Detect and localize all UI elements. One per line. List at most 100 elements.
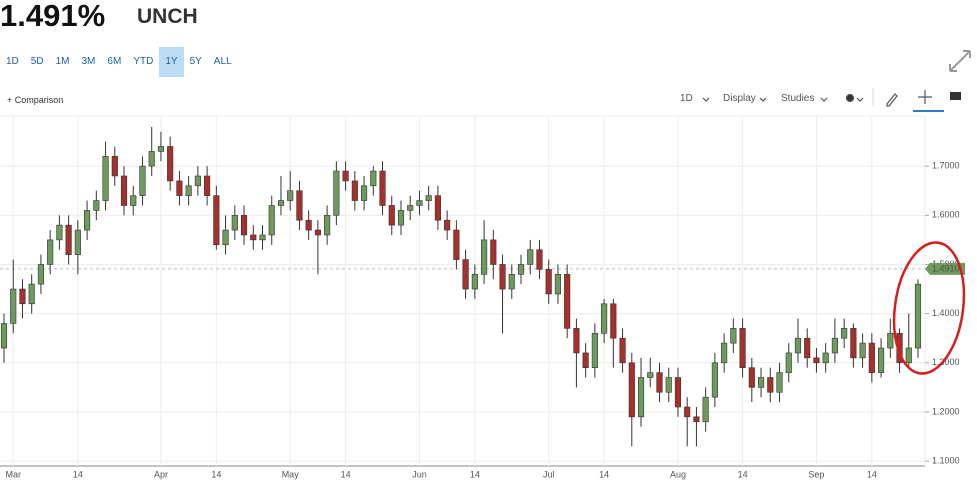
candle-body <box>56 224 63 241</box>
x-tick-label: 14 <box>211 469 221 479</box>
candle-body <box>333 170 340 216</box>
range-button[interactable]: YTD <box>133 56 154 67</box>
x-tick-label: 14 <box>341 469 351 479</box>
range-button[interactable]: 1M <box>55 56 70 67</box>
candle-body <box>859 342 866 359</box>
candle-body <box>850 328 857 359</box>
candle-body <box>425 195 432 201</box>
candle-body <box>0 323 8 349</box>
candle-body <box>813 357 820 364</box>
candle-body <box>601 303 608 334</box>
candle-body <box>277 200 285 206</box>
candle-body <box>767 377 774 393</box>
candle-body <box>28 283 35 305</box>
y-tick-label: 1.3000 <box>932 357 960 367</box>
candle-body <box>499 264 506 290</box>
candle-body <box>711 362 718 398</box>
candle-body <box>757 377 765 388</box>
candle-body <box>582 352 589 368</box>
candle-body <box>508 273 515 290</box>
y-tick-label: 1.7000 <box>932 161 960 171</box>
comparison-button[interactable]: + Comparison <box>7 95 64 105</box>
x-tick-label: Apr <box>154 469 168 479</box>
candle-body <box>887 332 894 349</box>
candle-body <box>434 195 441 221</box>
x-tick-label: 14 <box>470 469 480 479</box>
candle-body <box>250 234 257 241</box>
x-tick-label: Jul <box>543 469 555 479</box>
candle-body <box>397 210 405 226</box>
interval-button[interactable]: 1D <box>680 93 693 104</box>
last-price-label: 1.4910 <box>932 263 960 273</box>
range-button[interactable]: ALL <box>213 56 232 67</box>
candle-body <box>444 219 451 231</box>
candle-body <box>10 288 17 324</box>
candle-body <box>831 337 838 354</box>
candle-body <box>905 347 912 364</box>
candle-body <box>517 264 525 275</box>
candle-body <box>471 273 478 290</box>
candle-body <box>157 146 165 152</box>
candle-body <box>379 170 386 206</box>
candle-body <box>231 215 238 231</box>
candle-body <box>213 195 220 246</box>
candle-body <box>564 273 571 329</box>
candle-body <box>721 342 728 364</box>
display-button[interactable]: Display <box>723 93 756 104</box>
candle-body <box>665 377 672 393</box>
candle-body <box>453 229 460 260</box>
candle-body <box>130 195 137 206</box>
last-price-tag <box>925 262 965 275</box>
candle-body <box>730 328 737 344</box>
change: UNCH <box>137 5 198 28</box>
candle-body <box>305 219 312 231</box>
candle-body <box>545 269 552 295</box>
candle-body <box>222 229 229 246</box>
candle-body <box>259 234 266 241</box>
candle-body <box>194 175 201 187</box>
range-button[interactable]: 5D <box>30 56 44 67</box>
candle-body <box>536 249 543 270</box>
candle-body <box>37 264 44 285</box>
candle-body <box>167 146 174 182</box>
x-tick-label: Mar <box>5 469 21 479</box>
candle-body <box>656 372 663 393</box>
candle-body <box>47 239 54 265</box>
toolbar-icons <box>702 50 971 112</box>
candle-body <box>739 328 746 368</box>
candle-body <box>84 210 91 231</box>
candle-body <box>287 190 294 201</box>
annotation-circle <box>892 241 966 375</box>
candle-body <box>481 239 488 275</box>
candle-body <box>407 205 414 211</box>
candle-body <box>93 200 100 211</box>
range-button[interactable]: 6M <box>107 56 122 67</box>
candle-body <box>914 283 922 349</box>
candle-body <box>674 377 682 408</box>
range-button[interactable]: 1Y <box>159 47 184 77</box>
candle-body <box>591 332 598 368</box>
y-tick-label: 1.4000 <box>932 308 960 318</box>
candle-body <box>684 406 691 418</box>
candle-body <box>324 215 331 236</box>
candle-body <box>65 224 72 255</box>
range-button[interactable]: 1D <box>6 56 19 67</box>
candle-body <box>702 396 709 423</box>
range-button[interactable]: 5Y <box>189 56 202 67</box>
studies-button[interactable]: Studies <box>781 93 815 104</box>
candle-body <box>416 200 423 206</box>
candle-body <box>240 215 248 236</box>
candle-body <box>204 175 211 196</box>
y-tick-label: 1.6000 <box>932 210 960 220</box>
range-button[interactable]: 3M <box>81 56 96 67</box>
candle-body <box>647 372 654 378</box>
candle-body <box>785 352 792 373</box>
candle-body <box>74 229 81 255</box>
candle-body <box>878 347 885 373</box>
range-bar: 1D 5D 1M 3M 6M YTD 1Y 5Y ALL <box>0 47 238 77</box>
candle-body <box>804 337 811 359</box>
candle-body <box>490 239 497 265</box>
candle-body <box>139 165 146 196</box>
x-tick-label: 14 <box>738 469 748 479</box>
